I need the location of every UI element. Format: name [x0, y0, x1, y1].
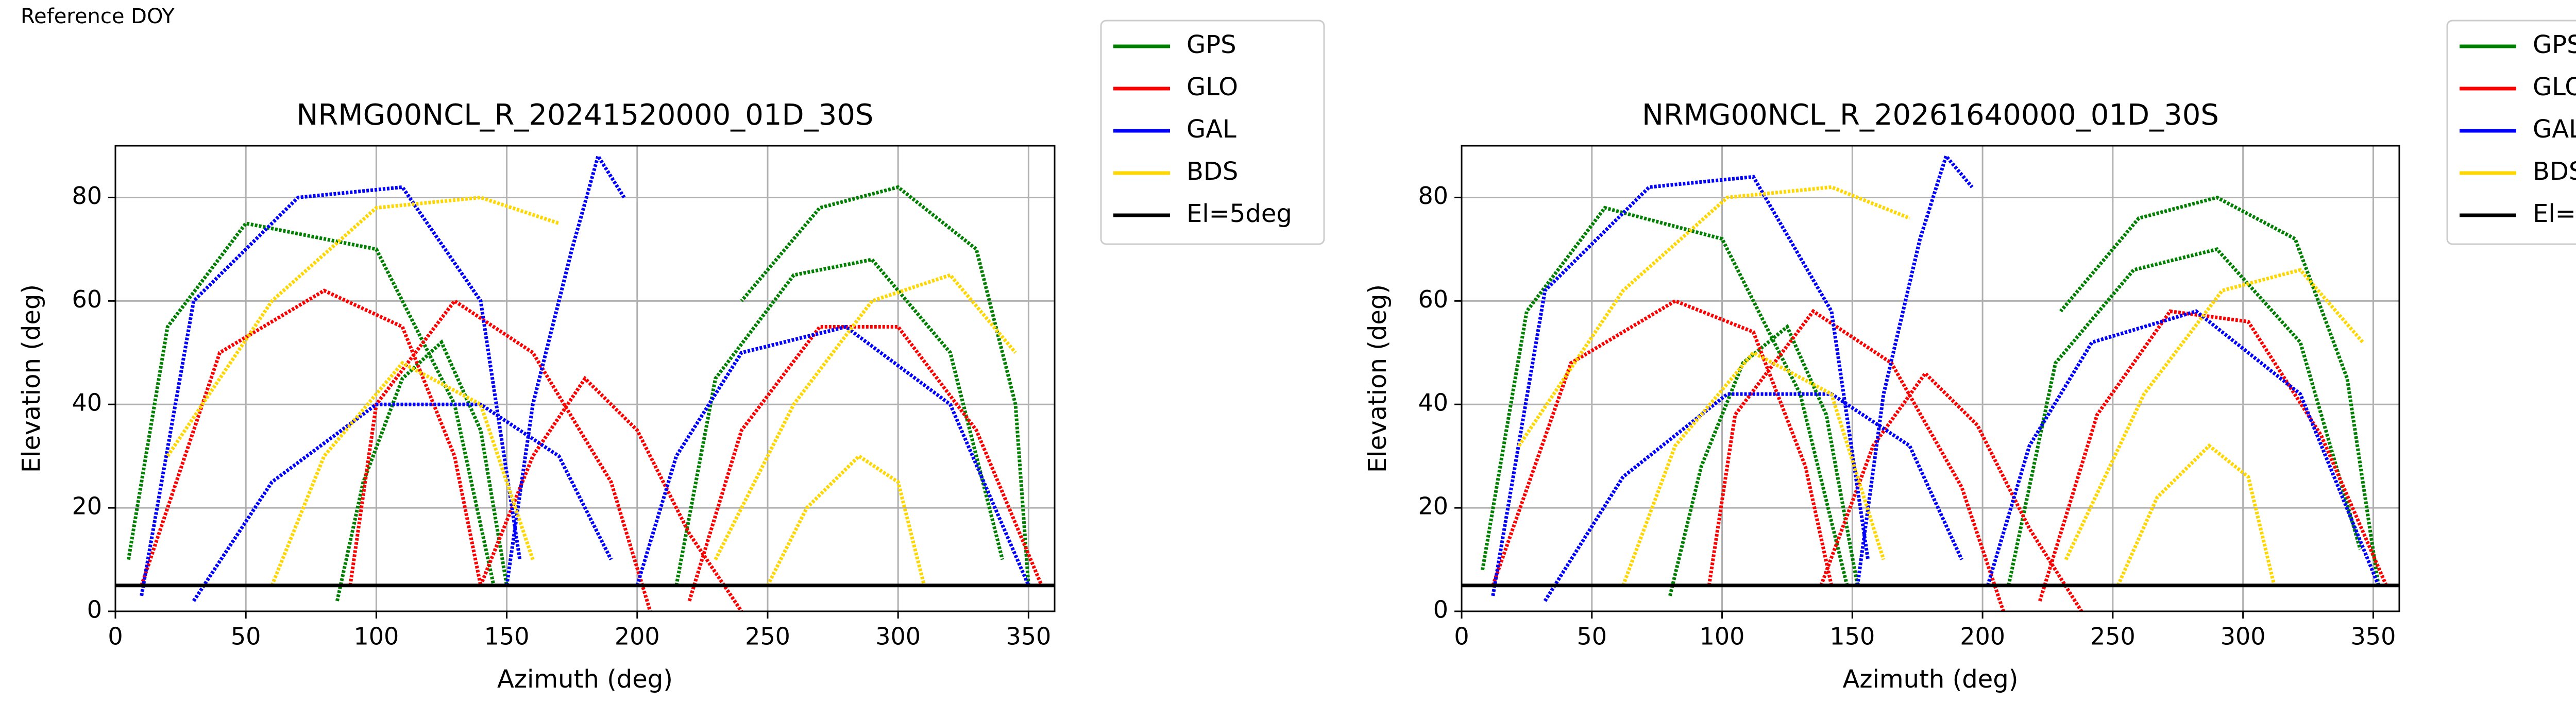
- x-tick-label: 250: [2090, 623, 2136, 650]
- y-axis-label: Elevation (deg): [17, 284, 46, 473]
- x-tick-label: 50: [1577, 623, 1607, 650]
- legend-box: [1100, 20, 1325, 245]
- legend-label: GLO: [1187, 73, 1238, 101]
- legend-label: El=5deg: [1187, 199, 1292, 228]
- x-tick-label: 100: [353, 623, 399, 650]
- legend-label: El=5deg: [2533, 199, 2576, 228]
- x-tick-label: 250: [745, 623, 790, 650]
- x-tick-label: 50: [231, 623, 261, 650]
- axes-frame: [1461, 145, 2400, 612]
- y-tick-label: 80: [72, 182, 102, 210]
- series-line: [140, 151, 1030, 602]
- y-tick-label: 40: [1418, 389, 1448, 417]
- legend-label: BDS: [2533, 157, 2576, 186]
- y-tick-label: 0: [87, 596, 102, 624]
- x-tick-label: 350: [2351, 623, 2396, 650]
- x-tick-label: 0: [108, 623, 123, 650]
- series-line: [1480, 195, 2381, 596]
- chart-title: NRMG00NCL_R_20261640000_01D_30S: [1642, 98, 2219, 132]
- x-tick-label: 300: [2221, 623, 2266, 650]
- legend-label: GPS: [2533, 30, 2576, 59]
- series-line: [1491, 152, 2380, 602]
- series-line: [126, 185, 1030, 602]
- legend-label: GLO: [2533, 73, 2576, 101]
- series-line: [1491, 299, 2388, 611]
- axes-frame: [114, 145, 1056, 612]
- x-tick-label: 350: [1006, 623, 1051, 650]
- y-tick-label: 20: [1418, 492, 1448, 520]
- x-tick-label: 200: [1960, 623, 2005, 650]
- x-tick-label: 150: [484, 623, 530, 650]
- legend-label: BDS: [1187, 157, 1238, 186]
- figure-header: Reference DOY: [21, 5, 175, 28]
- series-line: [1517, 185, 2364, 587]
- y-tick-label: 40: [72, 389, 102, 417]
- x-tick-label: 100: [1700, 623, 1745, 650]
- y-tick-label: 80: [1418, 182, 1448, 210]
- legend-label: GPS: [1187, 30, 1236, 59]
- y-tick-label: 60: [1418, 285, 1448, 313]
- series-line: [140, 288, 1043, 611]
- y-tick-label: 60: [72, 285, 102, 313]
- x-tick-label: 200: [615, 623, 660, 650]
- series-line: [166, 195, 1017, 587]
- x-axis-label: Azimuth (deg): [1843, 665, 2019, 694]
- y-tick-label: 20: [72, 492, 102, 520]
- chart-title: NRMG00NCL_R_20241520000_01D_30S: [297, 98, 874, 132]
- x-tick-label: 300: [875, 623, 921, 650]
- legend-label: GAL: [2533, 115, 2576, 144]
- y-axis-label: Elevation (deg): [1363, 284, 1392, 473]
- x-tick-label: 0: [1454, 623, 1469, 650]
- y-tick-label: 0: [1433, 596, 1448, 624]
- x-axis-label: Azimuth (deg): [497, 665, 673, 694]
- x-tick-label: 150: [1829, 623, 1875, 650]
- legend-label: GAL: [1187, 115, 1236, 144]
